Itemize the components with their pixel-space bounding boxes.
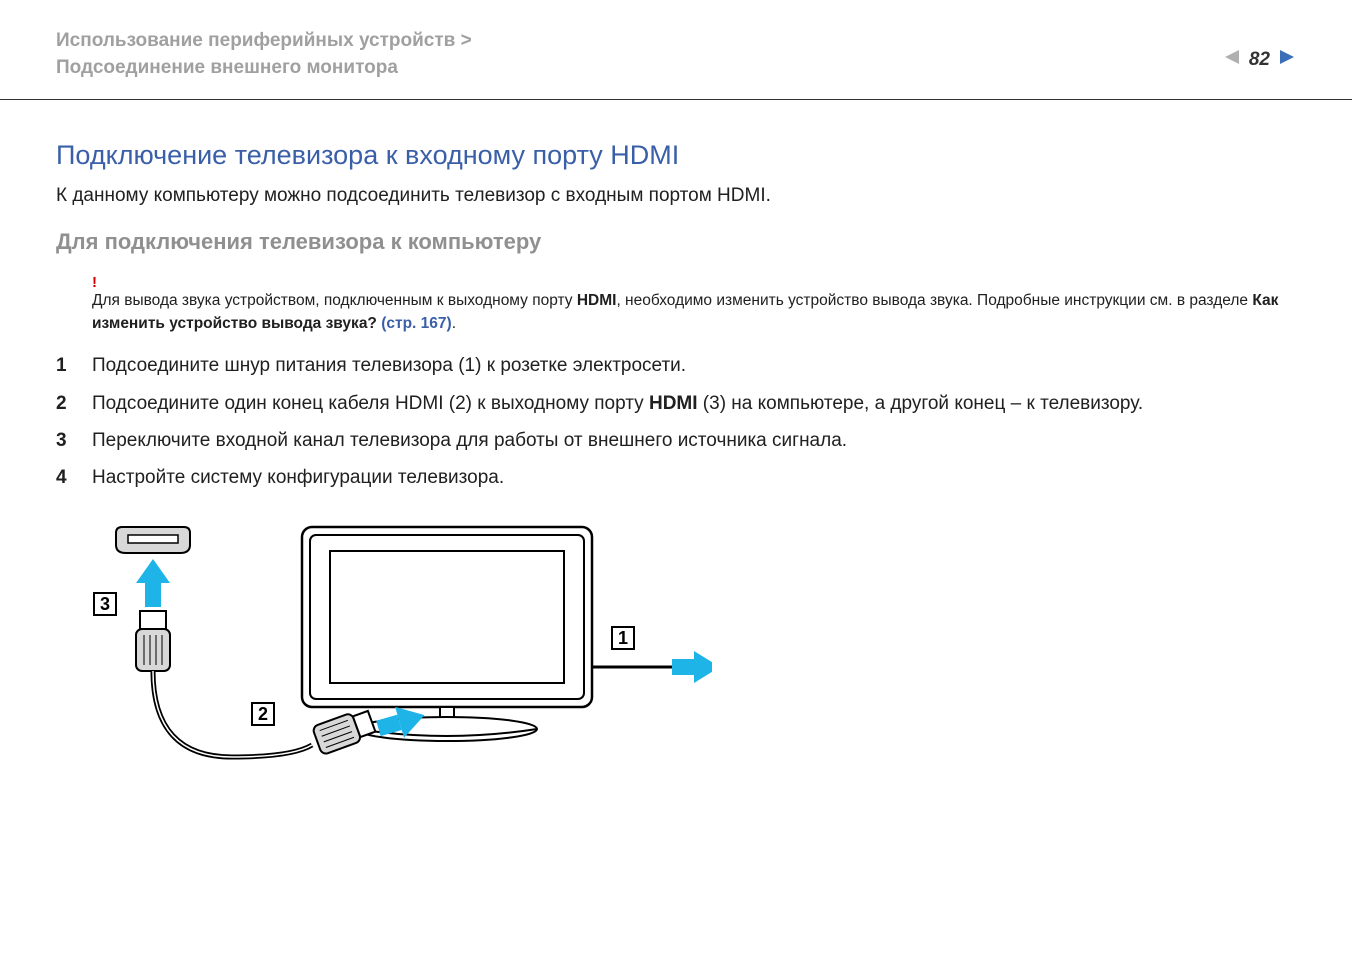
note-part1: Для вывода звука устройством, подключенн… [92,292,577,309]
page-number: 82 [1249,49,1270,71]
main-heading: Подключение телевизора к входному порту … [56,140,1296,171]
warning-note: ! Для вывода звука устройством, подключе… [92,275,1296,335]
steps-list: Подсоедините шнур питания телевизора (1)… [56,351,1296,493]
hdmi-plug-top-icon [136,611,170,671]
hdmi-plug-bottom-icon [312,707,377,755]
arrow-power [672,651,712,683]
step-4: Настройте систему конфигурации телевизор… [56,463,1296,492]
page-nav: 82 [1223,48,1296,71]
content: Подключение телевизора к входному порту … [0,140,1352,782]
step-2-before: Подсоедините один конец кабеля HDMI (2) … [92,393,649,414]
breadcrumb-line1: Использование периферийных устройств > [56,28,1296,55]
step-2-after: (3) на компьютере, а другой конец – к те… [698,393,1144,414]
note-link[interactable]: (стр. 167) [381,315,451,332]
callout-3: 3 [94,593,116,615]
note-part2: , необходимо изменить устройство вывода … [616,292,1252,309]
page-header: Использование периферийных устройств > П… [0,0,1352,99]
step-1-text: Подсоедините шнур питания телевизора (1)… [92,355,686,376]
hdmi-cable [153,671,312,757]
nav-next-icon[interactable] [1278,48,1296,71]
step-3-text: Переключите входной канал телевизора для… [92,430,847,451]
tv-icon [302,527,592,741]
step-2-bold: HDMI [649,393,698,414]
svg-text:3: 3 [100,594,110,614]
note-hdmi: HDMI [577,292,617,309]
connection-diagram: 1 [92,517,1296,782]
svg-text:2: 2 [258,704,268,724]
warning-text: Для вывода звука устройством, подключенн… [92,290,1296,335]
svg-text:1: 1 [618,628,628,648]
step-2: Подсоедините один конец кабеля HDMI (2) … [56,389,1296,418]
sub-heading: Для подключения телевизора к компьютеру [56,229,1296,255]
nav-prev-icon[interactable] [1223,48,1241,71]
callout-2: 2 [252,703,274,725]
step-3: Переключите входной канал телевизора для… [56,426,1296,455]
intro-text: К данному компьютеру можно подсоединить … [56,185,1296,207]
hdmi-port-icon [116,527,190,553]
arrow-hdmi-up [136,559,170,607]
step-4-text: Настройте систему конфигурации телевизор… [92,467,504,488]
step-1: Подсоедините шнур питания телевизора (1)… [56,351,1296,380]
callout-1: 1 [612,627,634,649]
breadcrumb-line2: Подсоединение внешнего монитора [56,55,1296,82]
header-divider [0,99,1352,100]
warning-icon: ! [92,275,1296,290]
note-period: . [452,315,456,332]
